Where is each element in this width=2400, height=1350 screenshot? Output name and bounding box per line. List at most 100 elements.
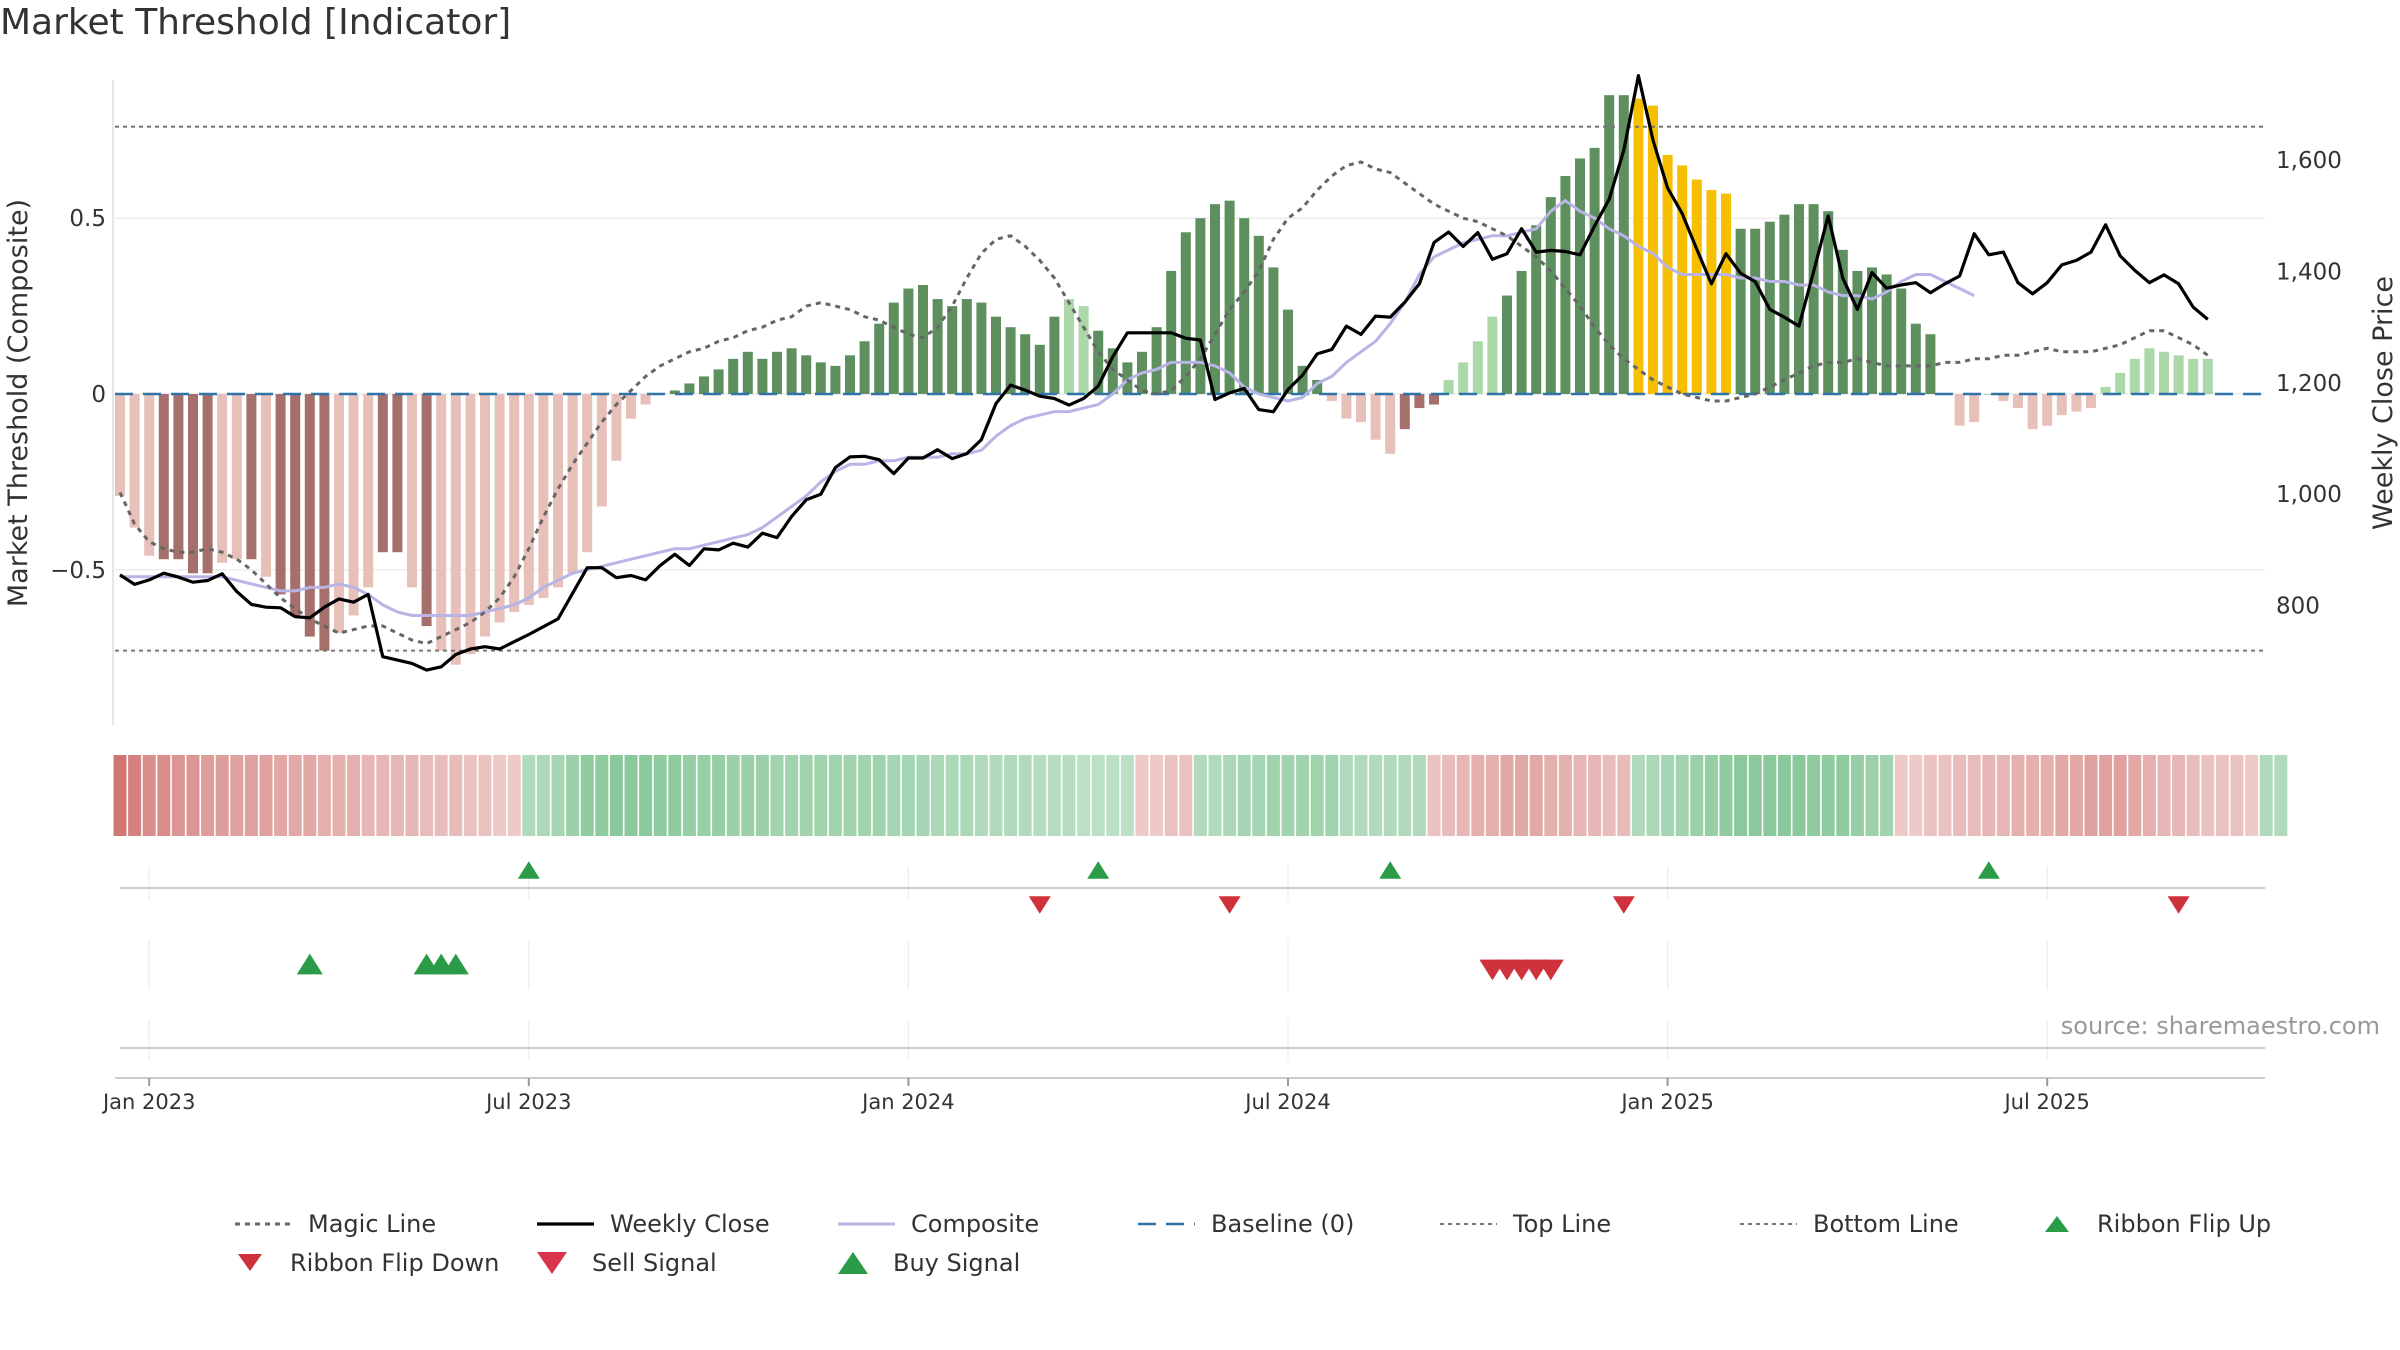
y2-tick-label: 1,000 [2276,482,2342,508]
composite-bar [801,355,812,394]
legend-item-top: Top Line [1440,1210,1611,1238]
ribbon-cell [2069,755,2083,836]
ribbon-cell [872,755,886,836]
ribbon-cell [1529,755,1543,836]
ribbon-cell [1106,755,1120,836]
ribbon-cell [1150,755,1164,836]
ribbon-cell [1500,755,1514,836]
ribbon-cell [113,755,127,836]
composite-bar [377,394,388,553]
composite-bar [874,323,885,394]
ribbon-cell [1237,755,1251,836]
ribbon-cell [945,755,959,836]
legend-swatch [238,1254,262,1271]
ribbon-cell [1296,755,1310,836]
ribbon-cell [1967,755,1981,836]
ribbon-cell [536,755,550,836]
composite-bar [246,394,257,560]
composite-bar [1837,249,1848,394]
ribbon-cell [814,755,828,836]
ribbon-flip-up-marker [1379,861,1402,879]
composite-bar [1794,204,1804,394]
ribbon-cell [960,755,974,836]
composite-bar [1998,394,2009,402]
composite-bar [1925,334,1936,394]
ribbon-flip-up-marker [1977,861,2000,879]
ribbon-cell [2055,755,2069,836]
ribbon-cell [1573,755,1587,836]
composite-bar [450,394,461,665]
ribbon-flip-down-marker [1218,896,1241,914]
composite-bar [1618,95,1629,394]
x-axis: Jan 2023 Jul 2023 Jan 2024 Jul 2024 Jan 2025… [101,1077,2265,1114]
legend-item-flipdown: Ribbon Flip Down [238,1249,499,1277]
composite-bar [1545,197,1556,394]
ribbon-cell [288,755,302,836]
composite-bar [1852,270,1863,394]
composite-bar [699,376,709,394]
ribbon-strip [113,755,2288,836]
composite-bar [523,394,534,605]
y-tick-label: 0.5 [69,206,106,232]
ribbon-cell [2128,755,2142,836]
ribbon-cell [1398,755,1412,836]
composite-bar [1180,232,1191,394]
ribbon-cell [726,755,740,836]
composite-bar [728,358,739,394]
composite-bar [918,285,928,394]
composite-bar [348,394,359,616]
ribbon-cell [1339,755,1353,836]
composite-bar [1326,394,1337,402]
composite-bar [1867,267,1877,394]
composite-bar [1458,362,1469,394]
ribbon-cell [493,755,507,836]
composite-bar [436,394,447,651]
ribbon-cell [1617,755,1631,836]
composite-bar [392,394,403,553]
composite-bar [1210,204,1220,394]
ribbon-cell [1880,755,1894,836]
y2-tick-label: 1,600 [2276,148,2342,174]
composite-bar [115,394,125,496]
ribbon-cell [1982,755,1996,836]
legend-item-bottom: Bottom Line [1740,1210,1959,1238]
ribbon-cell [2186,755,2200,836]
ribbon-cell [799,755,813,836]
ribbon-cell [785,755,799,836]
composite-bar [1472,341,1483,394]
ribbon-cell [566,755,580,836]
composite-bar [1575,158,1585,394]
composite-line [120,198,1975,617]
legend-label: Magic Line [308,1210,436,1238]
ribbon-cell [901,755,915,836]
composite-bar [2159,351,2169,394]
x-tick-label: Jan 2023 [101,1090,196,1114]
ribbon-cell [259,755,273,836]
ribbon-cell [2215,755,2229,836]
ribbon-flip-down-marker [1612,896,1635,914]
ribbon-cell [1485,755,1499,836]
composite-bar [480,394,490,637]
composite-bar [932,299,943,394]
composite-bar [421,394,432,627]
composite-bar [509,394,520,612]
ribbon-cell [1894,755,1908,836]
composite-bar [2115,372,2126,394]
composite-bar [1414,394,1425,409]
composite-bars [115,95,2213,665]
composite-bar [1750,228,1761,394]
composite-bar [1312,379,1323,394]
composite-bar [757,358,768,394]
legend-label: Composite [911,1210,1039,1238]
composite-bar [2086,394,2096,409]
composite-bar [188,394,198,574]
composite-bar [1341,394,1352,419]
ribbon-cell [1704,755,1718,836]
ribbon-cell [1281,755,1295,836]
legend-item-baseline: Baseline (0) [1138,1210,1354,1238]
ribbon-cell [1325,755,1339,836]
composite-bar [1385,394,1396,454]
composite-bar [1531,225,1542,394]
composite-bar [1253,235,1264,394]
